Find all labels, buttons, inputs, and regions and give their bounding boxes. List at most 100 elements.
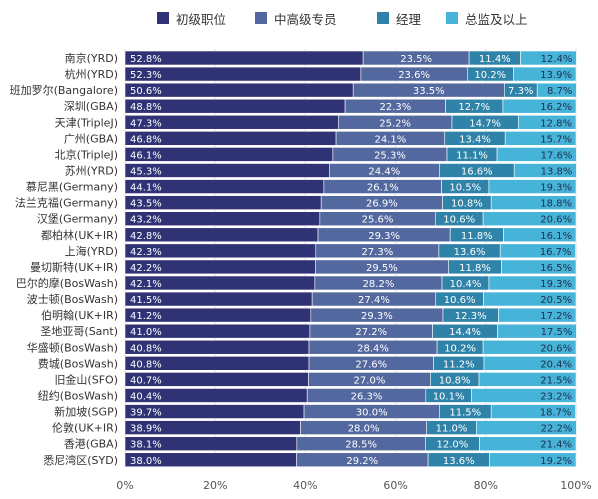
- bar-segment: [482, 339, 577, 355]
- data-label: 29.3%: [361, 311, 393, 322]
- legend-item-manager: 经理: [377, 9, 421, 27]
- category-label: 伦敦(UK+IR): [52, 421, 118, 435]
- data-label: 18.7%: [540, 408, 572, 419]
- data-label: 11.1%: [456, 150, 488, 161]
- bar-segment: [513, 66, 577, 82]
- bar-segment: [499, 243, 576, 259]
- data-label: 27.4%: [358, 295, 390, 306]
- data-label: 20.6%: [540, 343, 572, 354]
- data-label: 25.3%: [374, 150, 406, 161]
- category-label: 深圳(GBA): [64, 100, 118, 113]
- data-label: 41.5%: [130, 295, 162, 306]
- data-label: 42.2%: [130, 263, 162, 274]
- data-label: 40.7%: [130, 375, 162, 386]
- data-label: 16.5%: [540, 263, 572, 274]
- data-label: 17.2%: [540, 311, 572, 322]
- data-label: 8.7%: [547, 86, 572, 97]
- category-label: 巴尔的摩(BosWash): [16, 276, 118, 290]
- data-label: 11.2%: [443, 359, 475, 370]
- data-label: 30.0%: [356, 408, 388, 419]
- category-label: 苏州(YRD): [65, 164, 118, 177]
- legend-item-director: 总监及以上: [446, 9, 528, 27]
- bar-segment: [482, 211, 577, 226]
- data-label: 12.0%: [437, 440, 469, 451]
- category-label: 北京(TripleJ): [55, 147, 118, 161]
- data-label: 10.2%: [444, 343, 476, 354]
- category-label: 上海(YRD): [65, 244, 118, 258]
- legend-swatch-manager: [377, 12, 389, 24]
- category-label: 华盛顿(BosWash): [27, 340, 118, 354]
- category-label: 香港(GBA): [64, 438, 118, 451]
- bar-segment: [483, 291, 577, 307]
- category-label: 都柏林(UK+IR): [41, 228, 118, 242]
- bar-segment: [503, 227, 577, 243]
- data-label: 10.2%: [474, 70, 506, 81]
- category-label: 伯明翰(UK+IR): [41, 308, 118, 322]
- data-label: 22.2%: [541, 424, 573, 435]
- data-label: 19.3%: [540, 279, 572, 290]
- bar-segment: [483, 356, 577, 371]
- data-label: 24.4%: [368, 166, 400, 177]
- bar-segment: [497, 323, 577, 339]
- data-label: 23.2%: [540, 391, 572, 402]
- data-label: 26.1%: [367, 183, 399, 194]
- data-label: 41.2%: [130, 311, 162, 322]
- data-label: 44.1%: [130, 183, 162, 194]
- x-tick-label: 20%: [203, 479, 227, 492]
- legend-item-junior: 初级职位: [157, 9, 226, 27]
- data-label: 26.9%: [366, 199, 398, 210]
- bar-segment: [479, 436, 577, 451]
- bar-segment: [471, 388, 577, 403]
- category-label: 汉堡(Germany): [37, 212, 118, 226]
- bar-segment: [520, 50, 577, 66]
- bar-segment: [501, 259, 577, 275]
- data-label: 21.4%: [540, 440, 572, 451]
- legend-item-senior-specialist: 中高级专员: [255, 9, 337, 27]
- data-label: 29.3%: [368, 231, 400, 242]
- category-label: 费城(BosWash): [38, 357, 118, 370]
- data-label: 45.3%: [130, 166, 162, 177]
- data-label: 13.6%: [443, 456, 475, 467]
- category-label: 旧金山(SFO): [54, 372, 118, 386]
- category-label: 新加坡(SGP): [54, 405, 118, 419]
- bar-segment: [504, 131, 577, 146]
- data-label: 47.3%: [130, 118, 162, 129]
- data-label: 13.4%: [459, 134, 491, 145]
- data-label: 18.8%: [540, 199, 572, 210]
- data-label: 41.0%: [130, 327, 162, 338]
- data-label: 13.6%: [454, 247, 486, 258]
- bar-segment: [478, 372, 577, 387]
- legend-swatch-senior-specialist: [255, 12, 267, 24]
- data-label: 10.8%: [451, 199, 483, 210]
- data-label: 40.8%: [130, 343, 162, 354]
- legend-label-manager: 经理: [396, 11, 422, 27]
- data-label: 10.6%: [444, 295, 476, 306]
- data-label: 52.8%: [130, 54, 162, 65]
- category-label: 圣地亚哥(Sant): [40, 325, 118, 338]
- category-label: 杭州(YRD): [65, 67, 118, 81]
- data-label: 33.5%: [413, 86, 445, 97]
- data-label: 27.6%: [355, 359, 387, 370]
- data-label: 11.4%: [479, 54, 511, 65]
- data-label: 23.6%: [398, 70, 430, 81]
- data-label: 50.6%: [130, 86, 162, 97]
- bar-segment: [488, 275, 577, 291]
- bar-segment: [498, 307, 577, 323]
- category-label: 南京(YRD): [65, 51, 118, 65]
- data-label: 48.8%: [130, 102, 162, 113]
- data-label: 40.4%: [130, 391, 162, 402]
- data-label: 22.3%: [379, 102, 411, 113]
- data-label: 29.2%: [346, 456, 378, 467]
- data-label: 16.1%: [540, 231, 572, 242]
- bar-segment: [502, 98, 577, 114]
- x-tick-label: 0%: [116, 479, 133, 492]
- data-label: 28.4%: [357, 343, 389, 354]
- legend-label-director: 总监及以上: [465, 11, 528, 27]
- data-label: 27.3%: [361, 247, 393, 258]
- x-tick-label: 60%: [383, 479, 407, 492]
- data-label: 38.9%: [130, 424, 162, 435]
- bar-segment: [517, 114, 577, 130]
- data-label: 17.5%: [541, 327, 573, 338]
- data-label: 20.5%: [540, 295, 572, 306]
